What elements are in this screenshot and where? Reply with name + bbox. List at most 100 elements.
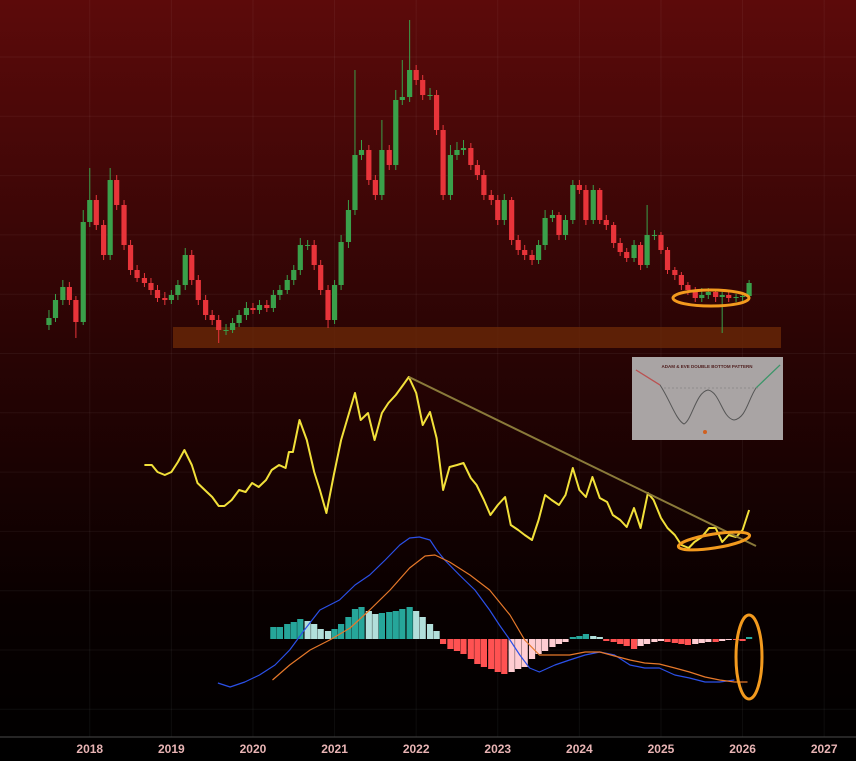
histogram-bar xyxy=(610,639,617,642)
candle-body xyxy=(127,245,134,270)
histogram-bar xyxy=(651,639,658,642)
candle-body xyxy=(637,245,644,265)
x-tick-label: 2018 xyxy=(76,742,103,756)
candle-body xyxy=(264,305,270,308)
histogram-bar xyxy=(426,624,434,639)
candle-body xyxy=(705,292,711,295)
candle-body xyxy=(624,252,630,258)
candle-body xyxy=(468,148,474,165)
histogram-bar xyxy=(378,613,385,639)
histogram-bar xyxy=(413,611,420,639)
histogram-bar xyxy=(692,639,699,644)
candle-body xyxy=(236,315,242,323)
candle-body xyxy=(256,305,263,310)
candle-body xyxy=(739,296,746,297)
candle-body xyxy=(644,235,650,265)
candle-body xyxy=(291,270,297,280)
candle-body xyxy=(685,285,691,290)
candle-body xyxy=(495,200,501,220)
candle-body xyxy=(223,330,229,331)
x-tick-label: 2023 xyxy=(484,742,511,756)
candle-body xyxy=(162,298,168,300)
candle-body xyxy=(250,308,256,310)
histogram-bar xyxy=(630,639,638,649)
candle-body xyxy=(570,185,576,220)
candle-body xyxy=(284,280,290,290)
histogram-bar xyxy=(419,617,426,639)
candle-body xyxy=(338,242,344,285)
histogram-bar xyxy=(433,631,440,639)
histogram-bar xyxy=(474,639,481,664)
candle-body xyxy=(719,295,725,297)
candle-body xyxy=(60,287,66,300)
candle-body xyxy=(474,165,480,175)
candle-body xyxy=(556,215,562,235)
histogram-bar xyxy=(399,609,406,639)
histogram-bar xyxy=(304,621,311,639)
trend-line xyxy=(408,376,757,547)
candle-body xyxy=(80,222,86,322)
candle-body xyxy=(440,130,446,195)
candles xyxy=(46,20,752,343)
histogram-bar xyxy=(678,639,685,644)
histogram-bar xyxy=(555,639,563,644)
histogram-bar xyxy=(562,639,569,642)
candle-body xyxy=(366,150,372,180)
histogram-bar xyxy=(270,627,277,639)
histogram-bar xyxy=(358,607,365,639)
candle-body xyxy=(699,295,705,298)
histogram-bar xyxy=(386,612,393,639)
candle-body xyxy=(182,255,188,285)
candle-body xyxy=(203,300,209,315)
candle-body xyxy=(501,200,507,220)
candle-body xyxy=(107,180,113,255)
candle-body xyxy=(603,220,609,225)
x-tick-label: 2025 xyxy=(648,742,675,756)
histogram-bar xyxy=(521,639,528,667)
histogram-bar xyxy=(406,607,413,639)
candle-body xyxy=(631,245,637,258)
inset-curve xyxy=(635,364,781,425)
candle-body xyxy=(692,290,698,298)
candle-body xyxy=(597,190,603,220)
histogram-bar xyxy=(657,639,665,641)
histogram-bar xyxy=(684,639,692,645)
x-axis: 2018 2019 2020 2021 2022 2023 2024 2025 2026 2027 xyxy=(76,742,837,756)
inset-logo xyxy=(703,430,707,434)
histogram-bar xyxy=(365,611,372,639)
x-tick-label: 2024 xyxy=(566,742,593,756)
histogram-bar xyxy=(637,639,644,646)
candle-body xyxy=(454,150,460,155)
highlight-ellipse xyxy=(671,288,751,308)
candle-body xyxy=(305,245,311,246)
candle-body xyxy=(345,210,352,242)
candle-body xyxy=(358,150,365,155)
histogram-bar xyxy=(617,639,624,644)
histogram-bar xyxy=(290,622,297,639)
candle-body xyxy=(318,265,324,290)
candle-body xyxy=(672,270,678,275)
candle-body xyxy=(73,300,79,322)
histogram-bar xyxy=(317,629,324,639)
histogram-bar xyxy=(582,634,589,639)
histogram-bar xyxy=(515,639,522,669)
candle-body xyxy=(658,235,664,250)
candle-body xyxy=(209,315,215,320)
macd xyxy=(217,536,753,688)
histogram-bar xyxy=(297,619,304,639)
candle-body xyxy=(52,300,59,318)
candle-body xyxy=(447,155,454,195)
candle-body xyxy=(522,250,528,255)
histogram-bar xyxy=(535,639,542,654)
candle-body xyxy=(576,185,582,190)
histogram-bar xyxy=(467,639,474,659)
candle-body xyxy=(420,80,426,95)
candle-body xyxy=(270,295,276,308)
candle-body xyxy=(746,283,752,296)
candle-body xyxy=(216,320,222,330)
macd-line xyxy=(272,554,748,683)
histogram-bar xyxy=(494,639,501,672)
x-tick-label: 2026 xyxy=(729,742,756,756)
highlight-ellipse xyxy=(676,530,752,552)
